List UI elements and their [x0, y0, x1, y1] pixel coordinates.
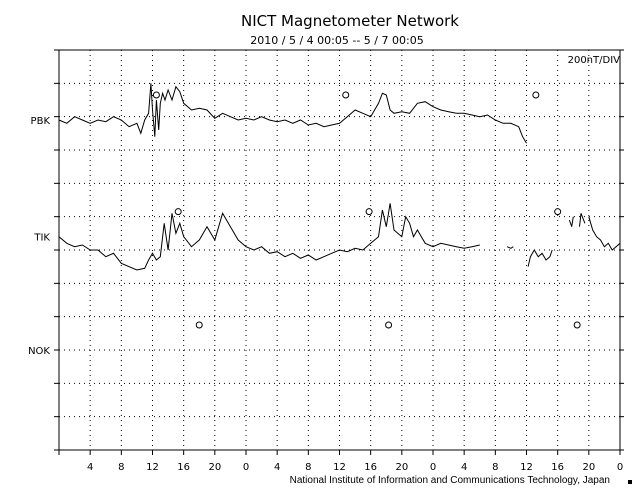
x-tick-label: 20 [395, 462, 408, 473]
x-tick-label: 16 [364, 462, 377, 473]
chart-title: NICT Magnetometer Network [241, 12, 459, 30]
trace-tik [579, 213, 586, 227]
x-tick-label: 0 [243, 462, 249, 473]
corner-mark [628, 480, 632, 484]
x-tick-label: 4 [87, 462, 93, 473]
station-label-nok: NOK [28, 346, 50, 357]
station-labels: PBK TIK NOK [28, 116, 50, 357]
noon-marker-nok [195, 321, 203, 329]
trace-tik [588, 216, 621, 251]
noon-marker-tik [174, 208, 182, 216]
grid-lines [54, 49, 624, 455]
x-tick-label: 12 [146, 462, 159, 473]
x-tick-label: 4 [461, 462, 467, 473]
trace-tik [506, 246, 514, 249]
noon-marker-tik [554, 208, 562, 216]
x-tick-label: 0 [617, 462, 623, 473]
noon-marker-nok [385, 321, 393, 329]
credit-text: National Institute of Information and Co… [290, 475, 610, 486]
scale-label: 200nT/DIV [568, 55, 621, 66]
trace-tik [58, 203, 480, 271]
station-label-pbk: PBK [31, 116, 51, 127]
trace-tik [527, 249, 553, 267]
x-tick-label: 16 [551, 462, 564, 473]
x-tick-label: 20 [582, 462, 595, 473]
x-tick-label: 16 [177, 462, 190, 473]
x-tick-label: 12 [520, 462, 533, 473]
noon-marker-nok [573, 321, 581, 329]
station-label-tik: TIK [33, 233, 50, 244]
x-tick-label: 12 [333, 462, 346, 473]
x-tick-labels: 4 8 12 16 20 0 4 8 12 16 20 0 4 8 12 16 20 0 [87, 462, 623, 473]
noon-marker-tik [365, 208, 373, 216]
x-tick-label: 8 [492, 462, 498, 473]
x-tick-label: 20 [208, 462, 221, 473]
noon-marker-pbk [532, 91, 540, 99]
x-tick-label: 0 [430, 462, 436, 473]
noon-marker-pbk [152, 91, 160, 99]
station-traces [58, 83, 621, 271]
chart-subtitle: 2010 / 5 / 4 00:05 -- 5 / 7 00:05 [250, 34, 423, 47]
noon-markers [152, 91, 581, 329]
x-tick-label: 4 [274, 462, 280, 473]
trace-pbk [58, 83, 527, 144]
noon-marker-pbk [342, 91, 350, 99]
x-tick-label: 8 [305, 462, 311, 473]
x-tick-label: 8 [118, 462, 124, 473]
trace-tik [568, 216, 574, 227]
